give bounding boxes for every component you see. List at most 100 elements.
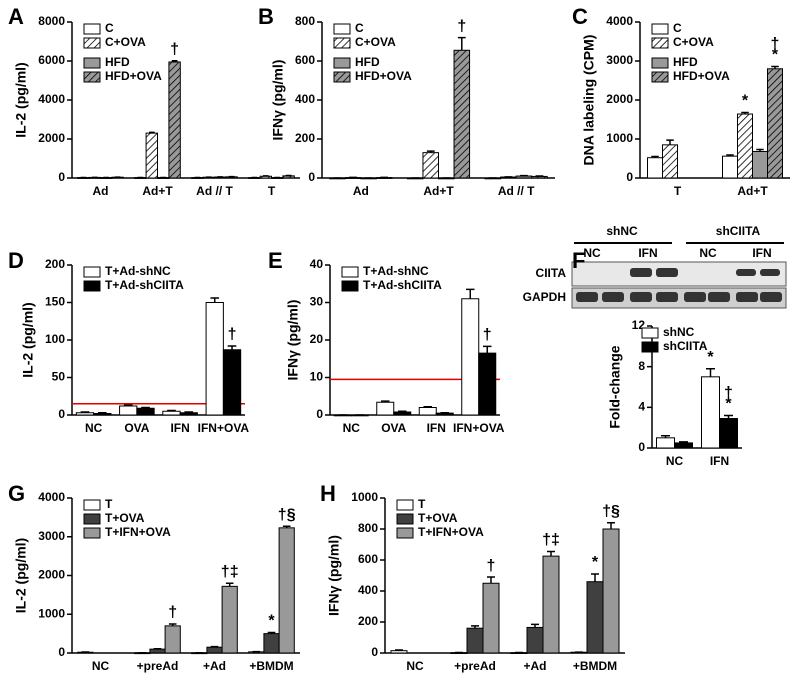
error-bar [210,298,219,303]
error-bar [228,346,237,350]
legend-label: C [355,21,364,35]
legend-swatch [397,514,413,524]
y-axis-label: Fold-change [607,345,623,428]
blot-lane: IFN [638,246,657,260]
y-axis-label: DNA labeling (CPM) [581,35,597,166]
legend-label: T+IFN+OVA [418,525,484,539]
panel-letter: E [268,248,283,273]
error-bar [466,289,475,298]
bar [207,647,222,653]
annotation: † [771,36,780,53]
legend-hatch [334,72,350,82]
y-tick-label: 0 [316,407,323,421]
y-axis-label: IFNγ (pg/ml) [326,535,342,616]
annotation: † [457,18,466,35]
annotation: †‡ [221,563,239,580]
x-tick-label: IFN [710,454,729,468]
error-bar [487,577,495,583]
legend-label: T+Ad-shCIITA [105,278,184,292]
y-tick-label: 4000 [38,92,65,106]
blot-row: GAPDH [523,290,566,304]
x-tick-label: Ad [353,184,369,198]
error-bar [167,411,176,412]
legend-swatch [334,58,350,68]
error-bar [149,132,155,133]
y-axis-label: IL-2 (pg/ml) [13,538,29,613]
y-tick-label: 800 [358,521,378,535]
x-tick-label: Ad // T [498,184,535,198]
error-bar [547,551,555,556]
x-tick-label: T [268,184,276,198]
bar [675,443,693,448]
bar [467,628,483,653]
legend-swatch [334,24,350,34]
panel-letter: G [8,481,25,506]
y-tick-label: 10 [310,370,324,384]
legend-label: T+Ad-shNC [105,264,171,278]
legend-label: C+OVA [673,35,714,49]
legend-label: T [418,497,426,511]
legend-label: T+OVA [105,511,145,525]
bar [479,353,496,415]
bar [723,156,738,178]
panel-letter: F [572,248,585,273]
x-tick-label: Ad+T [737,184,768,198]
bar [657,438,675,448]
legend-swatch [342,267,358,277]
blot-row: CIITA [536,266,567,280]
y-tick-label: 200 [358,614,378,628]
legend-hatch [652,38,668,48]
annotation: † [724,385,733,402]
x-tick-label: +Ad [203,659,226,673]
annotation: * [592,554,599,571]
legend-label: T+IFN+OVA [105,525,171,539]
bar-hatch [423,153,439,178]
y-tick-label: 0 [371,645,378,659]
bar [137,408,154,415]
y-tick-label: 0 [58,645,65,659]
annotation: † [487,557,496,574]
y-tick-label: 0 [58,170,65,184]
x-tick-label: OVA [124,421,149,435]
bar [150,649,165,653]
legend-label: HFD [105,55,130,69]
legend-swatch [84,281,100,291]
x-tick-label: +preAd [454,659,496,673]
legend-label: C+OVA [355,35,396,49]
error-bar [458,38,466,51]
y-tick-label: 1000 [351,490,378,504]
legend-swatch [84,24,100,34]
blot-group: shNC [606,224,638,238]
blot-lane: NC [699,246,717,260]
x-tick-label: +BMDM [573,659,617,673]
bar [543,556,559,653]
y-axis-label: IL-2 (pg/ml) [20,302,36,377]
y-tick-label: 600 [358,552,378,566]
x-tick-label: T [674,184,682,198]
x-tick-label: NC [92,659,110,673]
y-tick-label: 0 [626,170,633,184]
x-tick-label: Ad [93,184,109,198]
bar [264,634,279,653]
y-tick-label: 400 [295,92,315,106]
annotation: † [228,326,237,343]
y-tick-label: 3000 [38,529,65,543]
legend-label: C+OVA [105,35,146,49]
blot-lane: IFN [752,246,771,260]
legend-swatch [642,342,658,352]
x-tick-label: NC [343,421,361,435]
legend-label: HFD+OVA [355,69,412,83]
bar [419,408,436,416]
y-tick-label: 0 [638,440,645,454]
error-bar [211,647,219,648]
y-tick-label: 4 [638,400,645,414]
legend-swatch [84,267,100,277]
bar [120,406,137,415]
legend-label: HFD [673,55,698,69]
x-tick-label: Ad+T [142,184,173,198]
bar [483,583,499,653]
